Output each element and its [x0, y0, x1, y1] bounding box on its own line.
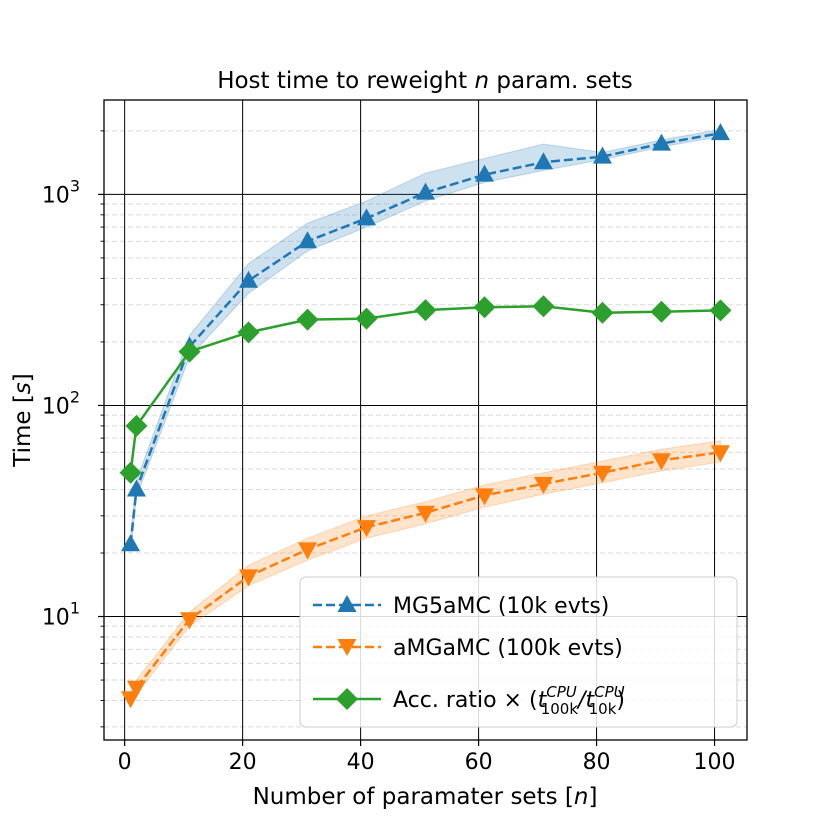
y-tick-label: 103	[42, 176, 80, 208]
marker-series-2	[650, 300, 673, 323]
marker-series-1	[651, 453, 671, 471]
marker-series-0	[651, 133, 671, 151]
line-series-0	[129, 131, 721, 545]
marker-series-0	[474, 164, 494, 182]
x-tick-label: 40	[347, 750, 375, 775]
y-tick-label: 102	[42, 387, 80, 419]
marker-series-2	[178, 340, 201, 363]
legend-box	[299, 576, 738, 728]
marker-series-1	[533, 476, 553, 494]
x-tick-label: 0	[118, 750, 132, 775]
marker-series-1	[180, 612, 200, 630]
marker-series-1	[416, 505, 435, 523]
chart-title: Host time to reweight n param. sets	[217, 68, 633, 94]
marker-series-1	[474, 488, 494, 506]
marker-series-1	[126, 680, 146, 698]
y-tick-label: 101	[42, 599, 80, 631]
marker-series-2	[709, 299, 732, 322]
marker-series-2	[296, 308, 319, 331]
marker-series-0	[416, 182, 435, 200]
grid	[104, 100, 747, 740]
x-tick-label: 80	[583, 750, 611, 775]
x-tick-label: 20	[229, 750, 257, 775]
x-tick-label: 60	[465, 750, 493, 775]
marker-series-2	[237, 321, 260, 344]
marker-series-1	[239, 569, 259, 587]
x-axis-ticks: 0 20 40 60 80 100	[118, 740, 736, 775]
marker-series-0	[239, 270, 259, 288]
marker-series-2	[473, 296, 496, 319]
marker-series-2	[125, 414, 148, 437]
legend-marker-amgamc	[337, 639, 357, 656]
marker-series-1	[592, 465, 612, 483]
marker-series-2	[355, 307, 378, 330]
legend-marker-mg5amc	[337, 595, 357, 612]
marker-series-1	[710, 445, 730, 463]
series-markers	[119, 123, 732, 709]
marker-series-0	[710, 123, 730, 141]
marker-series-0	[121, 534, 141, 552]
marker-series-2	[119, 461, 142, 484]
marker-series-0	[357, 208, 377, 226]
y-axis-ticks: 101 102 103	[42, 130, 104, 728]
y-axis-label: Time [s]	[10, 373, 36, 468]
marker-series-2	[532, 295, 555, 318]
legend-label-mg5amc: MG5aMC (10k evts)	[393, 594, 609, 619]
marker-series-0	[533, 152, 553, 170]
marker-series-1	[357, 520, 377, 538]
marker-series-0	[298, 231, 318, 249]
plot-frame	[103, 99, 748, 741]
marker-series-0	[126, 479, 146, 497]
marker-series-2	[591, 301, 614, 324]
x-axis-label: Number of paramater sets [n]	[253, 784, 598, 810]
marker-series-2	[414, 299, 437, 322]
legend-marker-acc-ratio	[336, 688, 358, 710]
x-tick-label: 100	[694, 750, 736, 775]
line-series-1	[129, 451, 721, 699]
legend-label-acc-ratio: Acc. ratio × (tCPU 100k/tCPU 10k)	[393, 683, 625, 718]
marker-series-0	[592, 146, 612, 164]
marker-series-1	[298, 542, 318, 560]
legend: MG5aMC (10k evts) aMGaMC (100k evts) Acc…	[299, 576, 738, 728]
legend-label-amgamc: aMGaMC (100k evts)	[393, 636, 623, 661]
